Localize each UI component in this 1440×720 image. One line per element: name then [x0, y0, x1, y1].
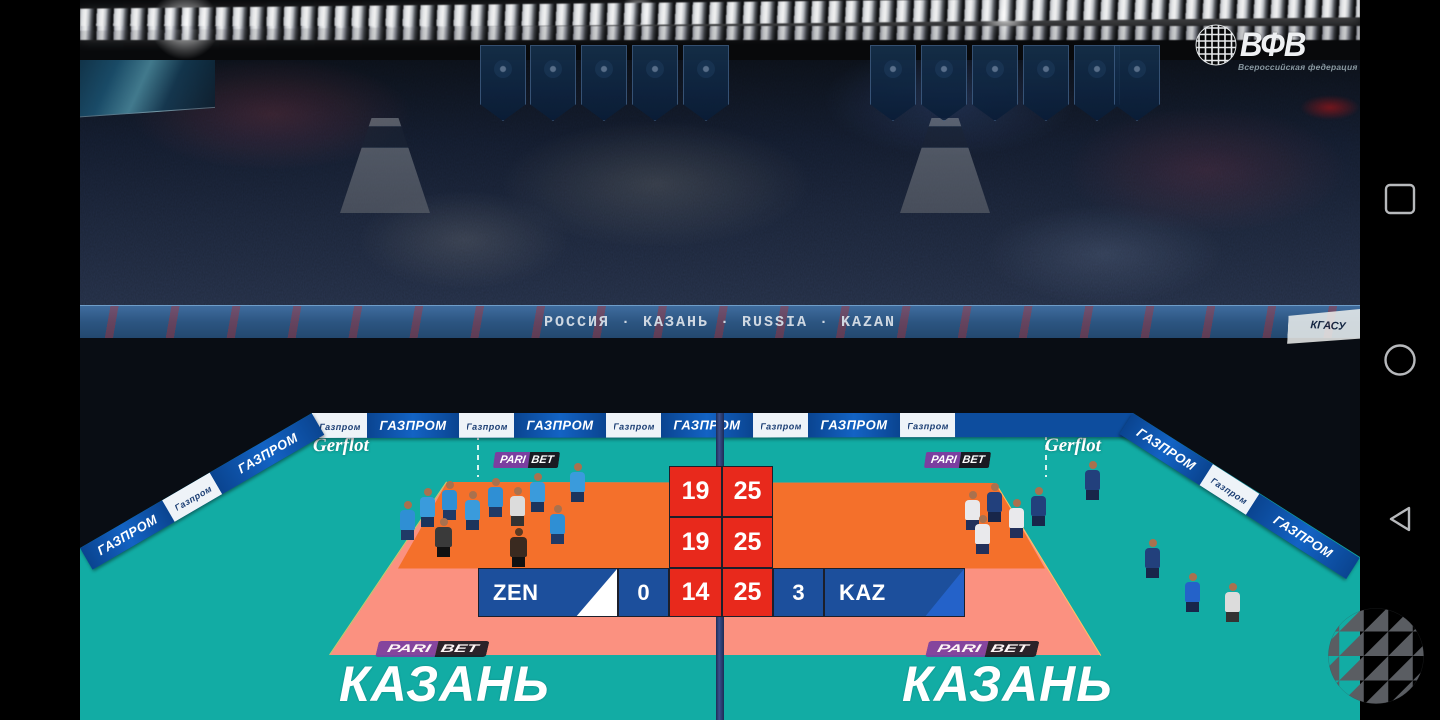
svg-text:Газпром: Газпром	[1209, 475, 1249, 506]
svg-text:Газпром: Газпром	[614, 421, 654, 431]
svg-text:Газпром: Газпром	[908, 421, 948, 431]
svg-text:Газпром: Газпром	[320, 421, 360, 431]
svg-text:Газпром: Газпром	[172, 483, 213, 513]
svg-text:Газпром: Газпром	[467, 421, 507, 431]
svg-text:Газпром: Газпром	[761, 421, 801, 431]
